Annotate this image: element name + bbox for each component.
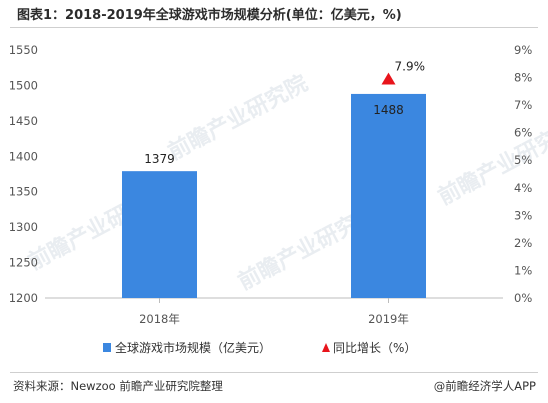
legend-swatch-bar [103, 343, 111, 352]
title-divider [10, 27, 538, 28]
legend-label: 同比增长（%） [333, 341, 416, 355]
bar-value-label: 1488 [373, 103, 404, 117]
brand-credit: @前瞻经济学人APP [433, 379, 536, 393]
x-tick-label: 2018年 [139, 312, 180, 326]
y2-tick-label: 7% [514, 98, 532, 112]
y2-tick-label: 1% [514, 263, 532, 277]
y2-tick-label: 8% [514, 71, 532, 85]
bar-value-label: 1379 [144, 152, 175, 166]
source-note: 资料来源：Newzoo 前瞻产业研究院整理 [13, 379, 223, 393]
chart-title: 图表1：2018-2019年全球游戏市场规模分析(单位：亿美元，%) [17, 8, 402, 23]
growth-marker [381, 72, 396, 85]
bar [351, 93, 426, 298]
y2-tick-label: 5% [514, 153, 532, 167]
y2-tick-label: 3% [514, 208, 532, 222]
y2-tick-label: 6% [514, 126, 532, 140]
y-tick-label: 1400 [9, 149, 38, 163]
bar [122, 171, 197, 298]
legend-swatch-marker [322, 343, 330, 352]
y-tick-label: 1200 [9, 291, 38, 305]
y2-tick-label: 0% [514, 291, 532, 305]
footer-divider [10, 372, 538, 373]
y-tick-label: 1500 [9, 78, 38, 92]
y2-tick-label: 9% [514, 43, 532, 57]
y2-tick-label: 2% [514, 236, 532, 250]
growth-value-label: 7.9% [395, 59, 426, 73]
y-tick-label: 1450 [9, 114, 38, 128]
y2-tick-label: 4% [514, 181, 532, 195]
y-tick-label: 1300 [9, 220, 38, 234]
x-tick-label: 2019年 [368, 312, 409, 326]
y-tick-label: 1250 [9, 256, 38, 270]
y-tick-label: 1350 [9, 185, 38, 199]
y-tick-label: 1550 [9, 43, 38, 57]
legend-label: 全球游戏市场规模（亿美元） [115, 340, 271, 355]
